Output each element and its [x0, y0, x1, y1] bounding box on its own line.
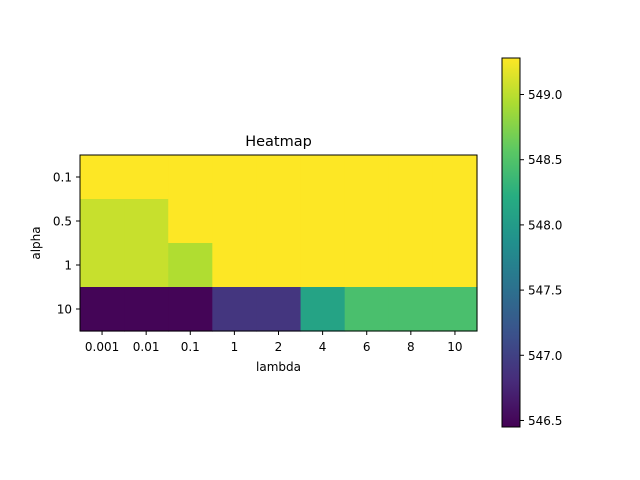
- x-tick-label: 1: [231, 340, 239, 354]
- heatmap-cell: [388, 199, 434, 244]
- heatmap-cell: [80, 243, 125, 288]
- colorbar-tick-label: 549.0: [528, 88, 562, 102]
- heatmap-cell: [168, 155, 213, 200]
- heatmap-cell: [300, 199, 346, 244]
- colorbar: 546.5 547.0 547.5 548.0 548.5 549.0: [501, 57, 562, 428]
- x-tick-label: 10: [447, 340, 462, 354]
- heatmap-cell: [256, 243, 302, 288]
- heatmap-cell: [388, 155, 434, 200]
- heatmap-cell: [300, 287, 346, 332]
- x-tick-label: 0.001: [85, 340, 119, 354]
- x-tick-label: 0.01: [133, 340, 160, 354]
- heatmap-cell: [256, 155, 302, 200]
- colorbar-tick-label: 548.0: [528, 218, 562, 232]
- colorbar-tick-label: 547.0: [528, 349, 562, 363]
- heatmap-cell: [256, 287, 302, 332]
- heatmap-cell: [300, 155, 346, 200]
- heatmap-cell: [168, 243, 213, 288]
- heatmap-cell: [212, 243, 258, 288]
- heatmap-cell: [212, 287, 258, 332]
- heatmap-cell: [124, 155, 169, 200]
- heatmap-cell: [124, 199, 169, 244]
- x-tick-label: 2: [275, 340, 283, 354]
- heatmap-cell: [168, 287, 213, 332]
- heatmap-cell: [124, 243, 169, 288]
- heatmap-cell: [212, 155, 258, 200]
- heatmap-cell: [256, 199, 302, 244]
- heatmap-cell: [300, 243, 346, 288]
- heatmap-cell: [388, 243, 434, 288]
- heatmap-cell: [80, 155, 125, 200]
- heatmap-cell: [344, 199, 390, 244]
- y-tick-label: 1: [64, 259, 72, 273]
- heatmap-cell: [124, 287, 169, 332]
- y-tick-label: 0.1: [53, 171, 72, 185]
- heatmap-cell: [344, 155, 390, 200]
- y-tick-label: 0.5: [53, 215, 72, 229]
- colorbar-gradient: [502, 58, 520, 427]
- colorbar-tick-label: 547.5: [528, 284, 562, 298]
- heatmap-cell: [388, 287, 434, 332]
- heatmap-cell: [432, 199, 478, 244]
- colorbar-frame: [501, 57, 521, 428]
- heatmap-cell: [344, 287, 390, 332]
- y-axis-label: alpha: [29, 226, 43, 259]
- x-tick-label: 4: [319, 340, 327, 354]
- heatmap-cell: [344, 243, 390, 288]
- chart-title: Heatmap: [245, 134, 312, 150]
- heatmap-cell: [168, 199, 213, 244]
- x-tick-label: 6: [363, 340, 371, 354]
- x-axis-ticks: 0.001 0.01 0.1 1 2 4 6 8 10: [85, 331, 463, 354]
- x-tick-label: 0.1: [181, 340, 200, 354]
- colorbar-tick-label: 548.5: [528, 153, 562, 167]
- heatmap-cell: [80, 287, 125, 332]
- heatmap-cell: [212, 199, 258, 244]
- x-tick-label: 8: [407, 340, 415, 354]
- y-tick-label: 10: [57, 303, 72, 317]
- colorbar-tick-label: 546.5: [528, 414, 562, 428]
- heatmap-cell: [432, 287, 478, 332]
- heatmap-cell: [432, 155, 478, 200]
- heatmap-cell: [80, 199, 125, 244]
- heatmap-cells: [80, 155, 478, 332]
- y-axis-ticks: 0.1 0.5 1 10: [53, 171, 80, 317]
- x-axis-label: lambda: [256, 360, 301, 374]
- heatmap-cell: [432, 243, 478, 288]
